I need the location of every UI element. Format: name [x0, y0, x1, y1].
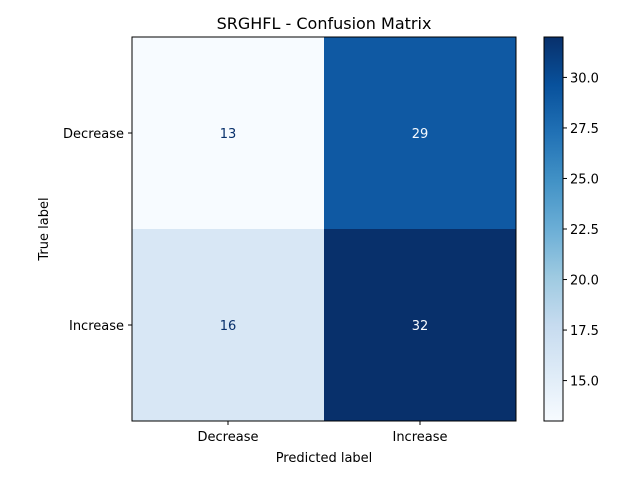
cell-value-label: 32 — [412, 319, 429, 334]
heatmap-cell — [132, 229, 324, 421]
colorbar-tick-label: 15.0 — [570, 375, 599, 390]
colorbar-tick-label: 17.5 — [570, 324, 599, 339]
heatmap-cell — [132, 37, 324, 229]
cell-value-label: 16 — [220, 319, 237, 334]
colorbar-tick-label: 22.5 — [570, 223, 599, 238]
heatmap-cell-labels: 13 29 16 32 — [220, 127, 429, 334]
colorbar-tick-label: 20.0 — [570, 274, 599, 289]
x-tick-label: Increase — [392, 430, 447, 445]
colorbar-tick-label: 27.5 — [570, 122, 599, 137]
x-tick-label: Decrease — [198, 430, 259, 445]
x-axis-label: Predicted label — [276, 451, 373, 466]
chart-title: SRGHFL - Confusion Matrix — [217, 14, 432, 33]
y-axis-label: True label — [37, 197, 52, 261]
colorbar-tick-label: 30.0 — [570, 71, 599, 86]
heatmap-cells — [132, 37, 516, 421]
y-axis-ticks: Decrease Increase — [63, 127, 132, 334]
heatmap-cell — [324, 37, 516, 229]
colorbar-tick-label: 25.0 — [570, 172, 599, 187]
heatmap-cell — [324, 229, 516, 421]
cell-value-label: 29 — [412, 127, 429, 142]
cell-value-label: 13 — [220, 127, 237, 142]
y-tick-label: Decrease — [63, 127, 124, 142]
colorbar — [543, 36, 564, 422]
y-tick-label: Increase — [69, 319, 124, 334]
x-axis-ticks: Decrease Increase — [198, 421, 448, 445]
colorbar-ticks: 15.0 17.5 20.0 22.5 25.0 27.5 30.0 — [563, 71, 599, 390]
plot-frame — [131, 36, 517, 422]
